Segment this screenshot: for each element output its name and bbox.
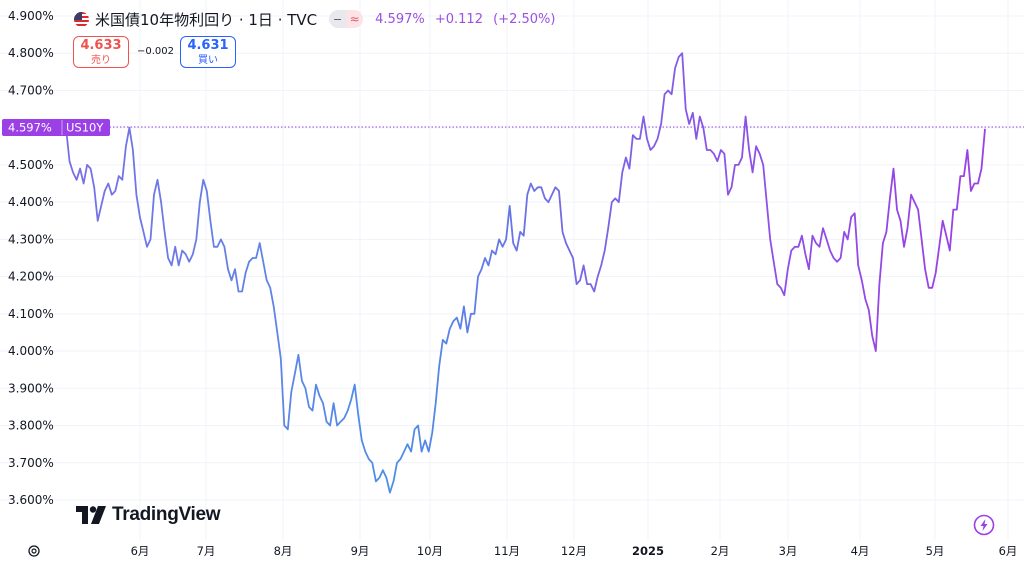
x-tick-label: 7月: [197, 544, 216, 558]
y-tick-label: 4.300%: [8, 232, 54, 246]
x-tick-label: 3月: [779, 544, 798, 558]
us-flag-icon: [74, 11, 89, 27]
y-tick-label: 4.400%: [8, 195, 54, 209]
tradingview-wordmark: TradingView: [112, 504, 221, 525]
sell-label: 売り: [91, 55, 111, 66]
y-tick-label: 4.800%: [8, 46, 54, 60]
last-value: 4.597%: [375, 11, 425, 27]
y-tick-label: 4.900%: [8, 9, 54, 23]
price-tag-symbol: US10Y: [66, 121, 104, 135]
y-tick-label: 4.500%: [8, 158, 54, 172]
chart-header: 米国債10年物利回り · 1日 · TVC − ≈ 4.597% +0.112 …: [74, 9, 561, 29]
settings-gear-icon[interactable]: [27, 544, 41, 558]
symbol-title[interactable]: 米国債10年物利回り · 1日 · TVC: [95, 10, 318, 29]
x-axis: 6月 7月 8月 9月 10月 11月 12月 2025 2月 3月 4月 5月 6月: [131, 544, 1018, 558]
lightning-icon[interactable]: [973, 514, 995, 536]
sell-button[interactable]: 4.633 売り: [73, 36, 129, 68]
y-tick-label: 4.700%: [8, 83, 54, 97]
quote-summary: 4.597% +0.112 (+2.50%): [375, 12, 561, 27]
change-value: +0.112: [434, 11, 483, 27]
buy-label: 買い: [198, 55, 218, 66]
y-tick-label: 4.200%: [8, 270, 54, 284]
x-tick-label: 8月: [274, 544, 293, 558]
y-tick-label: 3.800%: [8, 419, 54, 433]
spread-value: −0.002: [137, 46, 175, 57]
x-tick-label: 9月: [351, 544, 370, 558]
y-tick-label: 4.100%: [8, 307, 54, 321]
price-tag-value: 4.597%: [8, 121, 52, 135]
sell-price: 4.633: [80, 38, 122, 53]
x-tick-label: 11月: [494, 544, 520, 558]
change-percent: (+2.50%): [493, 11, 556, 27]
buy-price: 4.631: [187, 38, 229, 53]
x-tick-label: 4月: [851, 544, 870, 558]
x-tick-label: 12月: [561, 544, 587, 558]
x-tick-label: 2025: [632, 544, 664, 558]
buy-button[interactable]: 4.631 買い: [180, 36, 236, 68]
approx-icon[interactable]: ≈: [346, 10, 364, 28]
price-tag: 4.597% US10Y: [2, 119, 110, 136]
y-axis: 3.600% 3.700% 3.800% 3.900% 4.000% 4.100% 4.20…: [8, 9, 54, 507]
y-tick-label: 4.000%: [8, 344, 54, 358]
x-tick-label: 2月: [711, 544, 730, 558]
x-tick-label: 6月: [999, 544, 1018, 558]
gridlines: [0, 0, 1024, 540]
x-tick-label: 10月: [417, 544, 443, 558]
minus-icon[interactable]: −: [329, 10, 347, 28]
x-tick-label: 6月: [131, 544, 150, 558]
y-tick-label: 3.600%: [8, 493, 54, 507]
x-tick-label: 5月: [926, 544, 945, 558]
y-tick-label: 3.900%: [8, 381, 54, 395]
indicator-toggle[interactable]: − ≈: [329, 10, 364, 28]
series-line-us10y[interactable]: [65, 52, 986, 494]
y-tick-label: 3.700%: [8, 456, 54, 470]
tradingview-logo[interactable]: TradingView: [76, 504, 221, 526]
tradingview-mark-icon: [76, 506, 106, 524]
